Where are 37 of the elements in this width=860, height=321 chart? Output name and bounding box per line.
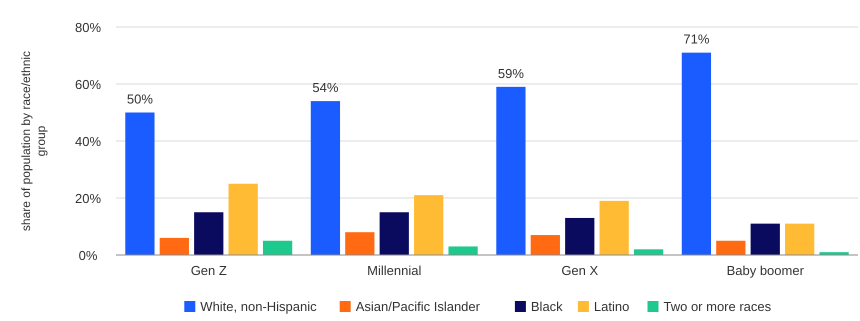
bar xyxy=(380,212,409,255)
y-tick-label: 20% xyxy=(74,191,102,206)
x-tick-label: Baby boomer xyxy=(726,263,805,278)
bar xyxy=(448,246,478,255)
bar xyxy=(600,200,629,255)
x-tick-label: Gen Z xyxy=(190,263,227,278)
bar xyxy=(262,240,292,255)
legend-label: Black xyxy=(530,299,564,314)
bar xyxy=(530,235,560,255)
bar xyxy=(750,224,780,255)
bar xyxy=(160,238,189,255)
bar xyxy=(194,212,224,255)
y-tick-label: 80% xyxy=(74,20,102,35)
x-tick-label: Millennial xyxy=(367,263,422,278)
data-label: 50% xyxy=(126,92,154,106)
bar xyxy=(414,195,444,255)
x-tick-label: Gen X xyxy=(561,263,599,278)
y-axis-title: share of population by race/ethnic group xyxy=(19,50,48,232)
bar xyxy=(228,184,258,255)
data-label: 71% xyxy=(683,32,710,47)
legend-label: Two or more races xyxy=(664,299,772,314)
y-tick-label: 0% xyxy=(78,248,98,263)
bar xyxy=(682,52,712,255)
bar xyxy=(496,86,526,255)
bar xyxy=(716,240,746,255)
bar xyxy=(345,232,374,255)
y-tick-label: 40% xyxy=(74,134,102,149)
bar xyxy=(125,112,155,255)
legend-label: White, non-Hispanic xyxy=(200,299,318,314)
bar xyxy=(785,224,814,255)
legend-label: Asian/Pacific Islander xyxy=(356,299,481,314)
data-label: 54% xyxy=(312,80,339,96)
y-tick-label: 60% xyxy=(74,77,102,92)
bar xyxy=(565,218,594,255)
data-label: 59% xyxy=(498,66,524,81)
bar xyxy=(310,101,340,255)
legend-label: Latino xyxy=(594,299,630,314)
